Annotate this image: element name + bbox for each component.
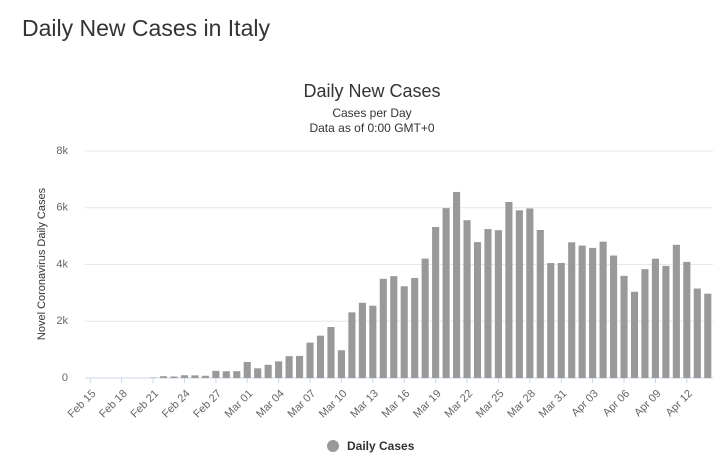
bar xyxy=(222,371,230,378)
x-tick-label: Mar 28 xyxy=(505,388,538,421)
bar xyxy=(201,375,209,378)
bar xyxy=(390,276,398,378)
x-tick-label: Mar 31 xyxy=(537,388,570,421)
x-tick-label: Mar 16 xyxy=(380,388,413,421)
bar xyxy=(557,262,565,378)
bar xyxy=(327,327,335,378)
bar xyxy=(432,226,440,378)
bar xyxy=(473,242,482,378)
y-tick-label: 8k xyxy=(56,145,68,157)
x-tick-label: Apr 09 xyxy=(632,388,663,419)
y-tick-label: 2k xyxy=(56,315,68,327)
bar xyxy=(578,245,586,378)
y-axis-label: Novel Coronavirus Daily Cases xyxy=(36,187,48,340)
x-tick-label: Feb 24 xyxy=(160,388,193,421)
bar xyxy=(704,293,712,378)
x-tick-label: Mar 04 xyxy=(254,388,287,421)
x-tick-label: Apr 03 xyxy=(569,388,600,419)
bar xyxy=(369,305,377,378)
legend-marker xyxy=(327,440,339,452)
bar xyxy=(264,364,272,378)
bar xyxy=(526,208,534,378)
bar xyxy=(641,269,649,378)
chart-subtitle: Cases per Day xyxy=(332,106,411,120)
bar xyxy=(243,361,251,378)
x-tick-label: Mar 13 xyxy=(348,388,381,421)
legend-label: Daily Cases xyxy=(347,439,415,453)
bar xyxy=(484,229,492,378)
x-tick-label: Mar 01 xyxy=(223,388,256,421)
bar xyxy=(568,242,576,378)
bar xyxy=(285,356,293,378)
x-tick-label: Mar 19 xyxy=(411,388,444,421)
bar xyxy=(170,376,178,378)
bar xyxy=(630,291,639,378)
x-tick-label: Mar 25 xyxy=(474,388,507,421)
chart-title: Daily New Cases xyxy=(303,81,440,101)
bar xyxy=(180,375,188,378)
bar xyxy=(610,255,618,378)
bar xyxy=(296,355,304,378)
page-title: Daily New Cases in Italy xyxy=(22,15,270,41)
bar xyxy=(358,302,366,378)
bar xyxy=(453,191,461,378)
x-tick-label: Feb 18 xyxy=(97,388,130,421)
x-tick-label: Feb 21 xyxy=(129,388,162,421)
bar xyxy=(547,263,555,378)
bar xyxy=(306,342,314,378)
bar xyxy=(348,312,356,378)
y-tick-label: 0 xyxy=(62,372,68,384)
bar xyxy=(651,258,659,378)
bar xyxy=(191,375,199,378)
bar xyxy=(212,370,220,378)
bar xyxy=(233,371,241,378)
bar xyxy=(379,278,387,378)
bar xyxy=(421,258,429,378)
bar xyxy=(536,229,544,378)
bar xyxy=(505,201,513,378)
bar xyxy=(693,288,701,378)
bar xyxy=(599,241,607,378)
bar xyxy=(672,244,680,378)
x-tick-label: Mar 10 xyxy=(317,388,350,421)
bar xyxy=(411,277,419,378)
bar xyxy=(159,376,168,378)
bar xyxy=(254,368,262,378)
bar xyxy=(683,261,691,378)
bar xyxy=(275,361,283,378)
bar xyxy=(400,286,408,378)
bar xyxy=(337,350,345,378)
bar xyxy=(463,220,471,378)
x-tick-label: Mar 07 xyxy=(286,388,319,421)
bar xyxy=(442,208,450,378)
x-tick-label: Feb 27 xyxy=(191,388,224,421)
x-tick-label: Apr 12 xyxy=(664,388,695,419)
x-tick-label: Mar 22 xyxy=(443,388,476,421)
bar xyxy=(589,247,597,378)
bar xyxy=(620,275,628,378)
bar xyxy=(316,335,325,378)
x-tick-label: Apr 06 xyxy=(601,388,632,419)
bar xyxy=(515,210,523,378)
bar xyxy=(662,265,670,378)
chart-subtitle: Data as of 0:00 GMT+0 xyxy=(309,121,434,135)
y-tick-label: 4k xyxy=(56,258,68,270)
bar xyxy=(494,230,502,378)
y-tick-label: 6k xyxy=(56,202,68,214)
x-tick-label: Feb 15 xyxy=(66,388,99,421)
